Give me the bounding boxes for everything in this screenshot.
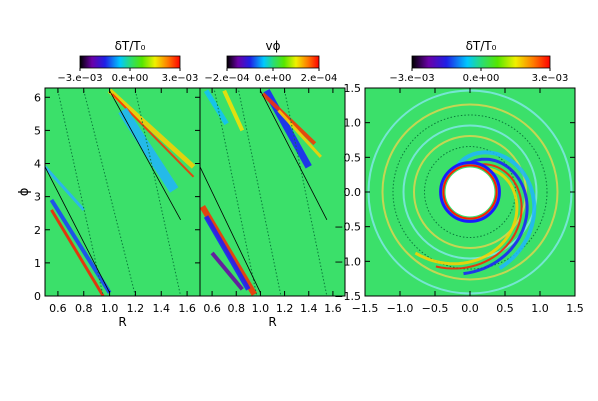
x-tick-label: 1.6 (178, 302, 196, 315)
colorbar-title: δT/T₀ (466, 39, 497, 53)
spiral-arm (463, 157, 529, 276)
dotted-contour (392, 114, 548, 270)
colorbar-tick-label: 0.e+00 (255, 73, 292, 84)
y-tick-label: 5 (34, 124, 41, 137)
x-tick-label: 0.6 (49, 302, 67, 315)
colorbar-1: δT/T₀ −3.e−03 0.e+00 3.e−03 (57, 39, 198, 84)
y-tick-label: 4 (34, 158, 41, 171)
x-axis-label: R (268, 315, 276, 329)
spiral-arm (456, 150, 537, 270)
wave-arm (222, 89, 245, 132)
dotted-contour (134, 90, 182, 296)
field-background (45, 88, 200, 296)
colorbar-tick-label: 2.e−04 (301, 73, 338, 84)
characteristic-line (200, 166, 261, 293)
colorbar-title: vϕ (265, 39, 280, 53)
y-tick-label: −1.0 (334, 255, 361, 268)
characteristic-line (260, 90, 328, 221)
x-tick-label: 1.5 (566, 302, 584, 315)
dotted-contour (83, 90, 136, 296)
colorbar-tick-label: −2.e−04 (204, 73, 249, 84)
x-tick-label: −1.5 (352, 302, 379, 315)
field-structure (45, 88, 196, 296)
y-tick-label: 2 (34, 224, 41, 237)
spiral-arm (435, 163, 523, 270)
y-tick-label: −1.5 (334, 290, 361, 303)
wave-arm (261, 92, 317, 146)
y-tick-label: 1.5 (344, 82, 362, 95)
x-tick-label: 0.6 (203, 302, 221, 315)
dotted-contour (57, 90, 104, 296)
wave-arm (277, 109, 322, 158)
colorbar-tick-label: 3.e−03 (162, 73, 199, 84)
colorbar-tick-label: −3.e−03 (57, 73, 102, 84)
x-tick-label: 1.2 (276, 302, 294, 315)
y-tick-label: 3 (34, 191, 41, 204)
colorbar-tick-label: 0.e+00 (112, 73, 149, 84)
wave-arm (50, 209, 105, 296)
x-tick-label: 0.8 (75, 302, 93, 315)
y-tick-label: 1.0 (344, 117, 362, 130)
wave-arm (203, 89, 229, 126)
x-tick-label: 0.5 (496, 302, 514, 315)
characteristic-line (109, 90, 181, 221)
panel-2 (199, 87, 346, 297)
inner-hole (445, 167, 495, 217)
x-tick-label: −1.0 (387, 302, 414, 315)
x-tick-label: 1.4 (153, 302, 171, 315)
colorbar-title: δT/T₀ (115, 39, 146, 53)
colorbar-strip (226, 55, 320, 69)
ring (402, 124, 538, 260)
x-tick-label: 0.8 (228, 302, 246, 315)
wave-arm (203, 215, 251, 291)
colorbar-tick-label: −3.e−03 (389, 73, 434, 84)
wave-arm (45, 165, 85, 211)
x-tick-label: 1.2 (127, 302, 145, 315)
y-tick-label: 1 (34, 257, 41, 270)
x-tick-label: 1.6 (324, 302, 342, 315)
colorbar-strip (79, 55, 181, 69)
x-tick-label: 0.0 (461, 302, 479, 315)
panel-3 (364, 87, 576, 297)
x-tick-label: 1.0 (101, 302, 119, 315)
x-axis-label: R (118, 315, 126, 329)
colorbar-3: δT/T₀ −3.e−03 0.e+00 3.e−03 (389, 39, 568, 84)
spiral-arm (414, 167, 519, 266)
wave-arm (49, 198, 112, 294)
x-tick-label: 1.0 (531, 302, 549, 315)
y-tick-label: 0.5 (344, 151, 362, 164)
field-structure (200, 88, 328, 296)
plot-frame (199, 87, 346, 297)
y-tick-label: 0 (34, 290, 41, 303)
x-tick-label: −0.5 (422, 302, 449, 315)
x-tick-label: 1.4 (300, 302, 318, 315)
y-tick-label: −0.5 (334, 221, 361, 234)
colorbar-2: vϕ −2.e−04 0.e+00 2.e−04 (204, 39, 337, 84)
y-tick-label: 0.0 (344, 186, 362, 199)
inner-ring (439, 161, 501, 223)
wave-arm (111, 93, 195, 178)
colorbar-tick-label: 0.e+00 (463, 73, 500, 84)
wave-arm (118, 107, 179, 193)
wave-arm (210, 251, 244, 291)
characteristic-line (45, 166, 110, 293)
inner-ring (442, 164, 498, 220)
panel-1 (44, 87, 201, 297)
y-tick-label: 6 (34, 91, 41, 104)
ring (381, 103, 559, 281)
colorbar-tick-label: 3.e−03 (532, 73, 569, 84)
y-axis-label: ϕ (17, 188, 32, 197)
x-tick-label: 1.0 (252, 302, 270, 315)
colorbar-strip (411, 55, 551, 69)
wave-arm (107, 88, 196, 169)
